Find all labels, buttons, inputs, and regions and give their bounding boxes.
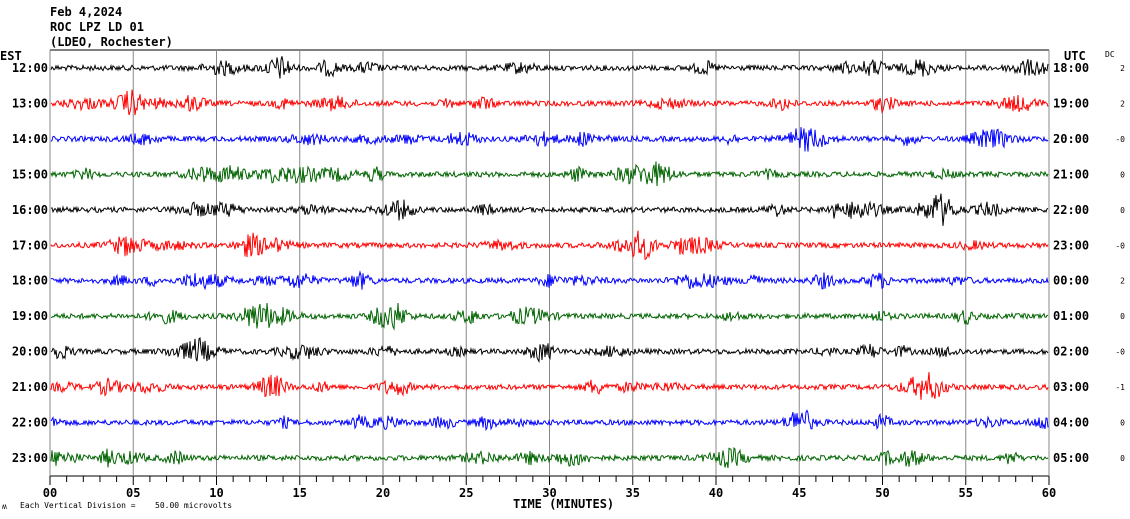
est-row-label: 19:00 [12,309,48,323]
est-row-label: 23:00 [12,451,48,465]
trace-1600 [50,193,1049,226]
x-tick-label: 00 [43,486,57,500]
dc-value: -0 [1115,241,1125,250]
x-tick-label: 60 [1042,486,1056,500]
utc-row-label: 02:00 [1053,345,1089,359]
dc-value: 2 [1120,277,1125,286]
scale-value: 50.00 microvolts [155,501,232,510]
trace-2000 [50,336,1049,364]
utc-row-label: 00:00 [1053,274,1089,288]
trace-2300 [50,447,1049,469]
dc-value: 0 [1120,206,1125,215]
utc-row-label: 22:00 [1053,203,1089,217]
trace-1900 [50,302,1049,331]
est-row-label: 22:00 [12,416,48,430]
utc-row-label: 01:00 [1053,309,1089,323]
x-tick-label: 55 [959,486,973,500]
est-row-label: 21:00 [12,380,48,394]
dc-title: DC [1105,50,1115,59]
trace-1700 [50,230,1049,260]
scale-note: Each Vertical Division = [20,501,136,510]
dc-value: -0 [1115,348,1125,357]
est-row-label: 14:00 [12,132,48,146]
x-tick-label: 15 [293,486,307,500]
x-tick-label: 45 [792,486,806,500]
est-row-label: 18:00 [12,274,48,288]
utc-axis-title: UTC [1064,49,1086,63]
x-tick-label: 35 [626,486,640,500]
utc-row-label: 18:00 [1053,61,1089,75]
est-axis-title: EST [0,49,22,63]
trace-1400 [50,127,1049,152]
est-row-label: 20:00 [12,345,48,359]
trace-1200 [50,56,1049,79]
utc-row-label: 21:00 [1053,167,1089,181]
utc-row-label: 23:00 [1053,238,1089,252]
trace-1300 [50,89,1049,116]
est-row-label: 13:00 [12,96,48,110]
station-label: ROC LPZ LD 01 [50,20,144,34]
trace-2100 [50,372,1049,400]
network-label: (LDEO, Rochester) [50,35,173,49]
est-row-label: 12:00 [12,61,48,75]
trace-1800 [50,270,1049,291]
est-row-label: 17:00 [12,238,48,252]
utc-row-label: 04:00 [1053,416,1089,430]
dc-value: -0 [1115,135,1125,144]
corner-mark: ʍ [2,502,7,511]
utc-row-label: 20:00 [1053,132,1089,146]
utc-row-label: 19:00 [1053,96,1089,110]
dc-value: 2 [1120,64,1125,73]
est-row-label: 15:00 [12,167,48,181]
trace-2200 [50,409,1049,432]
x-tick-label: 40 [709,486,723,500]
dc-value: 0 [1120,170,1125,179]
dc-value: 0 [1120,454,1125,463]
x-tick-label: 30 [542,486,556,500]
dc-value: 2 [1120,99,1125,108]
dc-value: 0 [1120,419,1125,428]
x-tick-label: 05 [126,486,140,500]
x-axis-label: TIME (MINUTES) [513,497,614,511]
x-tick-label: 25 [459,486,473,500]
x-tick-label: 20 [376,486,390,500]
utc-row-label: 05:00 [1053,451,1089,465]
date-label: Feb 4,2024 [50,5,122,19]
est-row-label: 16:00 [12,203,48,217]
dc-value: -1 [1115,383,1125,392]
x-tick-label: 10 [209,486,223,500]
utc-row-label: 03:00 [1053,380,1089,394]
trace-1500 [50,161,1049,187]
dc-value: 0 [1120,312,1125,321]
x-tick-label: 50 [875,486,889,500]
